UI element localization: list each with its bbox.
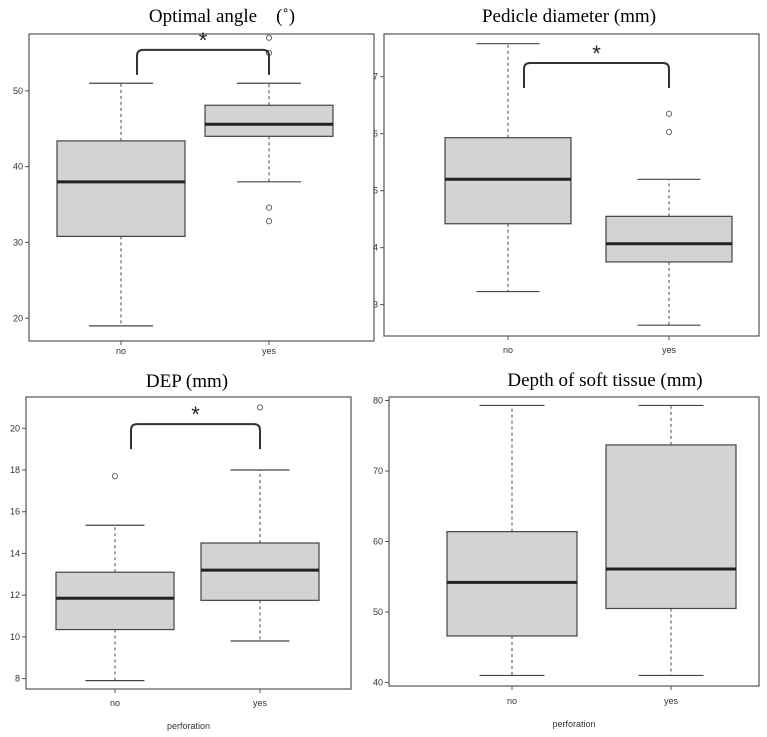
boxplot-panel: Optimal angle (˚) 20 30 40 50 no yes * <box>13 6 375 356</box>
significance-bracket <box>523 62 670 89</box>
box-yes <box>605 404 737 677</box>
outlier-point <box>256 404 264 411</box>
significance-star: * <box>592 41 601 66</box>
y-tick-label: 10 <box>10 632 20 642</box>
y-tick-label: 20 <box>13 313 23 323</box>
x-axis-title: perforation <box>552 719 595 729</box>
box-no <box>446 404 578 677</box>
significance-star: * <box>199 28 208 53</box>
box-no <box>444 43 572 293</box>
panel-title: DEP (mm) <box>146 371 228 392</box>
y-tick-label: 70 <box>373 466 383 476</box>
outlier-point <box>265 218 273 225</box>
panel-title: Pedicle diameter (mm) <box>482 6 656 27</box>
y-tick-label: 50 <box>13 86 23 96</box>
y-tick-label: 18 <box>10 465 20 475</box>
x-tick-label: no <box>116 346 126 356</box>
outlier-point <box>265 34 273 41</box>
x-tick-label: yes <box>664 696 679 706</box>
x-tick-label: no <box>110 698 120 708</box>
outlier-point <box>665 110 673 117</box>
outlier-point <box>665 128 673 136</box>
x-axis-title: perforation <box>167 721 210 731</box>
significance-bracket <box>130 423 261 450</box>
iqr-box <box>56 140 186 237</box>
plot-frame <box>25 396 352 690</box>
panel-title: Optimal angle (˚) <box>149 6 295 27</box>
boxplot-panel: Depth of soft tissue (mm) 40 50 60 70 80 no yes… <box>373 370 760 729</box>
boxplot-panel: Pedicle diameter (mm) 3 4 5 6 7 no yes * <box>373 6 760 355</box>
iqr-box <box>200 542 320 601</box>
iqr-box <box>605 444 737 610</box>
y-tick-label: 4 <box>373 243 378 253</box>
outlier-point <box>265 204 273 211</box>
y-tick-label: 40 <box>373 677 383 687</box>
plot-frame <box>28 33 375 342</box>
y-tick-label: 80 <box>373 396 383 406</box>
x-tick-label: yes <box>662 345 677 355</box>
box-yes <box>200 404 320 642</box>
y-tick-label: 60 <box>373 537 383 547</box>
box-yes <box>204 34 334 225</box>
x-tick-label: yes <box>262 346 277 356</box>
plot-frame <box>383 33 760 337</box>
y-tick-label: 3 <box>373 300 378 310</box>
y-tick-label: 30 <box>13 237 23 247</box>
x-tick-label: yes <box>253 698 268 708</box>
x-tick-label: no <box>507 696 517 706</box>
significance-star: * <box>191 402 200 427</box>
iqr-box <box>204 104 334 137</box>
boxplot-panel: DEP (mm) 8 10 12 14 16 18 20 no yes perforation * <box>10 371 352 731</box>
y-tick-label: 5 <box>373 186 378 196</box>
box-no <box>55 473 175 682</box>
box-yes <box>605 110 733 326</box>
y-tick-label: 12 <box>10 590 20 600</box>
y-tick-label: 20 <box>10 423 20 433</box>
x-tick-label: no <box>503 345 513 355</box>
outlier-point <box>111 473 119 480</box>
panel-title: Depth of soft tissue (mm) <box>507 370 702 391</box>
y-tick-label: 7 <box>373 72 378 82</box>
iqr-box <box>605 215 733 263</box>
y-tick-label: 40 <box>13 162 23 172</box>
y-tick-label: 14 <box>10 548 20 558</box>
box-no <box>56 82 186 327</box>
significance-bracket <box>136 48 270 75</box>
y-tick-label: 6 <box>373 129 378 139</box>
y-tick-label: 16 <box>10 507 20 517</box>
y-tick-label: 8 <box>15 674 20 684</box>
y-tick-label: 50 <box>373 607 383 617</box>
iqr-box <box>55 571 175 631</box>
